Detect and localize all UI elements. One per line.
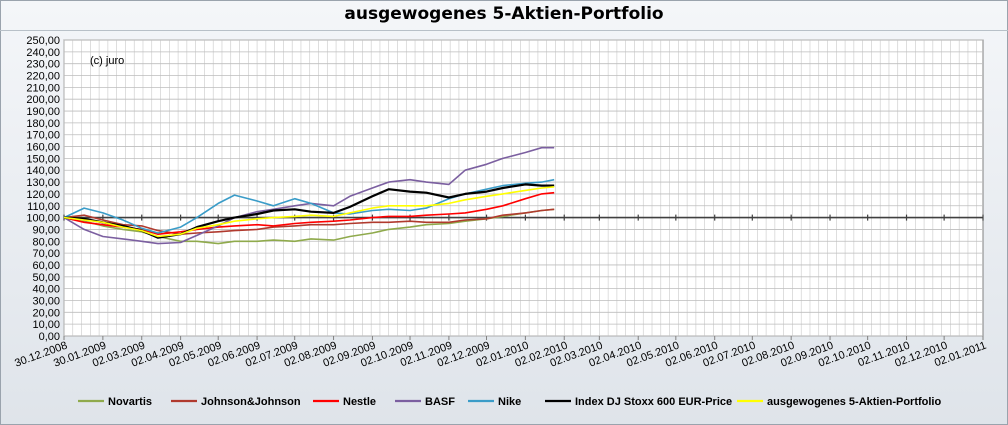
series-line-johnson-johnson bbox=[63, 208, 555, 235]
y-tick-label: 170,00 bbox=[26, 130, 60, 142]
y-tick-label: 230,00 bbox=[26, 59, 60, 71]
y-tick-label: 70,00 bbox=[32, 248, 60, 260]
y-tick-label: 0,00 bbox=[39, 331, 60, 343]
y-tick-label: 150,00 bbox=[26, 153, 60, 165]
y-tick-label: 120,00 bbox=[26, 189, 60, 201]
y-tick-label: 160,00 bbox=[26, 142, 60, 154]
chart-title: ausgewogenes 5-Aktien-Portfolio bbox=[344, 4, 664, 24]
plot-area bbox=[63, 39, 984, 337]
y-tick-label: 220,00 bbox=[26, 71, 60, 83]
title-divider bbox=[0, 30, 1008, 31]
y-tick-label: 180,00 bbox=[26, 118, 60, 130]
grid-lines bbox=[63, 39, 983, 337]
legend-label: ausgewogenes 5-Aktien-Portfolio bbox=[767, 396, 941, 408]
y-tick-label: 200,00 bbox=[26, 94, 60, 106]
y-tick-label: 100,00 bbox=[26, 213, 60, 225]
y-axis: 0,0010,0020,0030,0040,0050,0060,0070,008… bbox=[26, 35, 60, 343]
series-lines bbox=[63, 146, 555, 245]
y-tick-label: 140,00 bbox=[26, 165, 60, 177]
y-tick-label: 90,00 bbox=[32, 224, 60, 236]
y-tick-label: 240,00 bbox=[26, 47, 60, 59]
y-tick-label: 60,00 bbox=[32, 260, 60, 272]
copyright-annotation: (c) juro bbox=[90, 55, 124, 67]
legend-label: Nike bbox=[498, 396, 521, 408]
y-tick-label: 50,00 bbox=[32, 272, 60, 284]
y-tick-label: 130,00 bbox=[26, 177, 60, 189]
x-axis: 30.12.200830.01.200902.03.200902.04.2009… bbox=[13, 336, 988, 370]
y-tick-label: 250,00 bbox=[26, 35, 60, 47]
legend-label: Nestle bbox=[343, 396, 376, 408]
legend-label: BASF bbox=[425, 396, 455, 408]
y-tick-label: 110,00 bbox=[27, 201, 60, 213]
legend-label: Johnson&Johnson bbox=[201, 396, 301, 408]
y-tick-label: 30,00 bbox=[32, 295, 60, 307]
y-tick-label: 190,00 bbox=[26, 106, 60, 118]
series-line-nestle bbox=[63, 191, 555, 235]
y-tick-label: 40,00 bbox=[32, 284, 60, 296]
legend-label: Index DJ Stoxx 600 EUR-Price bbox=[575, 396, 732, 408]
y-tick-label: 210,00 bbox=[26, 82, 60, 94]
legend-label: Novartis bbox=[108, 396, 152, 408]
y-tick-label: 10,00 bbox=[32, 319, 60, 331]
y-tick-label: 20,00 bbox=[32, 307, 60, 319]
legend: Novartis Johnson&Johnson Nestle BASF Nike Ind… bbox=[78, 396, 941, 408]
y-tick-label: 80,00 bbox=[32, 236, 60, 248]
series-line-ausgewogenes-5-aktien-portfolio bbox=[63, 186, 555, 238]
series-line-nike bbox=[63, 178, 555, 234]
